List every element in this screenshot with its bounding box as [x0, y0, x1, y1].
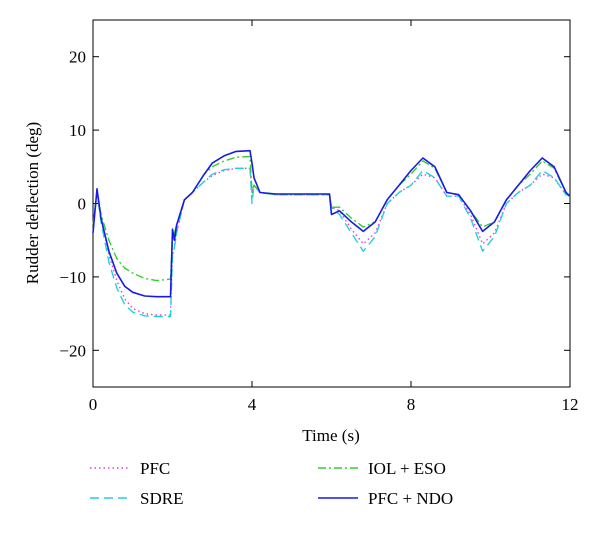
x-tick-label: 4: [248, 395, 257, 414]
x-tick-label: 0: [89, 395, 98, 414]
y-tick-label: −10: [59, 268, 86, 287]
legend-label: PFC: [140, 459, 170, 478]
series-group: [92, 149, 571, 318]
y-tick-label: 0: [78, 195, 87, 214]
x-ticks: 0 4 8 12: [89, 20, 579, 414]
y-ticks: −20 −10 0 10 20: [59, 48, 570, 360]
series-line-pfc-ndo: [92, 149, 571, 298]
legend-label: IOL + ESO: [368, 459, 446, 478]
y-tick-label: 20: [69, 48, 86, 67]
x-axis-title: Time (s): [302, 426, 359, 445]
y-tick-label: −20: [59, 341, 86, 360]
legend-label: SDRE: [140, 489, 183, 508]
series-line-pfc: [92, 167, 571, 316]
y-tick-label: 10: [69, 121, 86, 140]
x-tick-label: 12: [562, 395, 579, 414]
legend: PFC SDRE IOL + ESO PFC + NDO: [90, 459, 453, 508]
x-tick-label: 8: [407, 395, 416, 414]
series-line-sdre: [92, 167, 571, 318]
legend-label: PFC + NDO: [368, 489, 453, 508]
series-line-iol-eso: [92, 155, 571, 282]
y-axis-title: Rudder deflection (deg): [23, 122, 42, 284]
